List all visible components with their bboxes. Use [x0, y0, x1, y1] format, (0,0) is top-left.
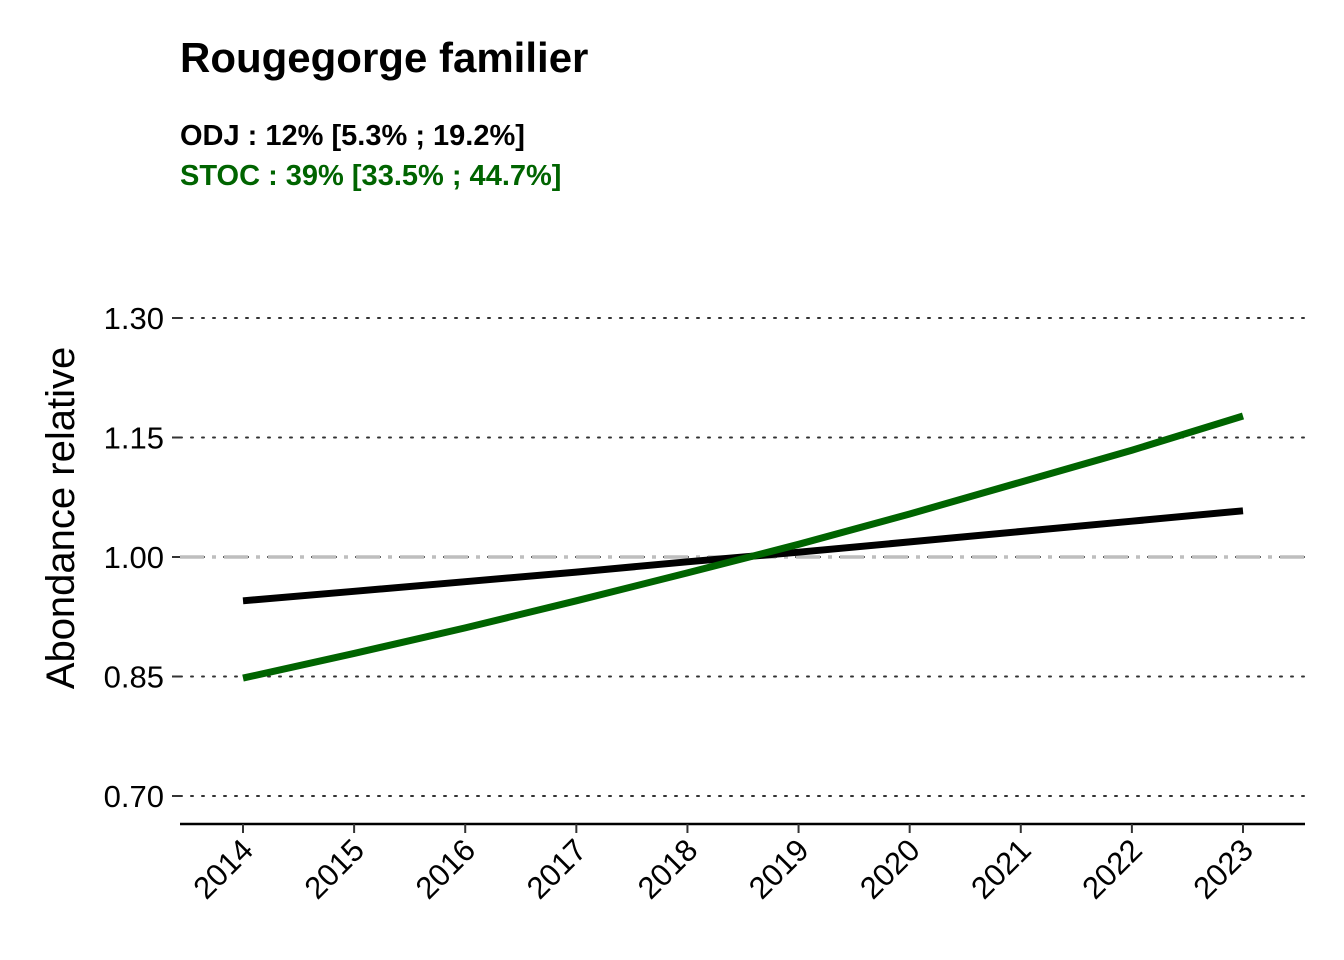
subtitle-stoc: STOC : 39% [33.5% ; 44.7%] [180, 160, 562, 192]
series-line-stoc [242, 412, 1245, 682]
y-tick-label: 1.30 [104, 301, 164, 336]
y-tick-labels: 1.30 1.15 1.00 0.85 0.70 [104, 301, 180, 814]
y-tick-label: 1.00 [104, 540, 164, 575]
y-axis-title: Abondance relative [39, 347, 83, 689]
series-lines [242, 412, 1245, 682]
y-tick-label: 0.85 [104, 660, 164, 695]
x-tick-label: 2017 [520, 832, 594, 906]
y-tick-label: 1.15 [104, 421, 164, 456]
x-tick-label: 2018 [631, 832, 705, 906]
x-tick-label: 2014 [186, 832, 260, 906]
x-tick-label: 2020 [853, 832, 927, 906]
x-tick-label: 2019 [742, 832, 816, 906]
x-tick-label: 2023 [1186, 832, 1260, 906]
x-tick-label: 2021 [964, 832, 1038, 906]
y-tick-label: 0.70 [104, 779, 164, 814]
x-tick-label: 2022 [1075, 832, 1149, 906]
subtitle-odj: ODJ : 12% [5.3% ; 19.2%] [180, 120, 525, 152]
x-axis: 2014 2015 2016 2017 2018 2019 2020 2021 2022 2023 [180, 822, 1305, 906]
x-tick-label: 2015 [298, 832, 372, 906]
x-tick-label: 2016 [409, 832, 483, 906]
chart-title: Rougegorge familier [180, 34, 589, 81]
